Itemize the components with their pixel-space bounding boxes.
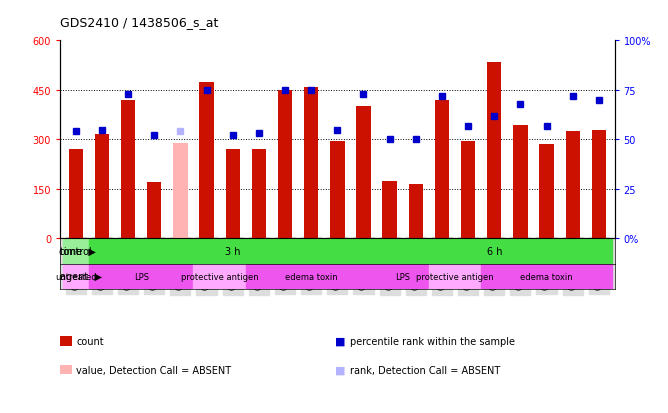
Bar [121, 100, 136, 239]
Text: time  ▶: time ▶ [60, 247, 96, 256]
Bar [429, 264, 481, 289]
Text: rank, Detection Call = ABSENT: rank, Detection Call = ABSENT [350, 365, 500, 375]
Bar [147, 183, 162, 239]
Bar [513, 125, 528, 239]
Bar [435, 100, 449, 239]
Text: count: count [76, 336, 104, 346]
Text: GDS2410 / 1438506_s_at: GDS2410 / 1438506_s_at [60, 16, 218, 29]
Text: protective antigen: protective antigen [416, 272, 494, 281]
Bar [63, 239, 89, 264]
Bar [246, 264, 377, 289]
Text: LPS: LPS [395, 272, 410, 281]
Text: 3 h: 3 h [225, 247, 240, 256]
Bar [377, 239, 612, 264]
Text: 6 h: 6 h [486, 247, 502, 256]
Text: protective antigen: protective antigen [181, 272, 259, 281]
Bar [278, 91, 292, 239]
Bar [252, 150, 266, 239]
Bar [304, 88, 319, 239]
Text: ■: ■ [335, 365, 345, 375]
Bar [194, 264, 246, 289]
Bar [409, 185, 423, 239]
Bar [199, 83, 214, 239]
Text: value, Detection Call = ABSENT: value, Detection Call = ABSENT [76, 365, 231, 375]
Bar [487, 63, 502, 239]
Text: untreated: untreated [55, 272, 97, 281]
Bar [461, 142, 476, 239]
Text: LPS: LPS [134, 272, 149, 281]
Bar [173, 143, 188, 239]
Bar [330, 142, 345, 239]
Text: percentile rank within the sample: percentile rank within the sample [350, 336, 515, 346]
Bar [481, 264, 612, 289]
Text: agent  ▶: agent ▶ [60, 271, 102, 282]
Bar [566, 132, 580, 239]
Bar [63, 264, 89, 289]
Bar [89, 239, 377, 264]
Bar [592, 130, 606, 239]
Text: ■: ■ [335, 336, 345, 346]
Bar [539, 145, 554, 239]
Bar [226, 150, 240, 239]
Text: edema toxin: edema toxin [520, 272, 573, 281]
Text: edema toxin: edema toxin [285, 272, 337, 281]
Text: control: control [59, 247, 93, 256]
Bar [69, 150, 83, 239]
Bar [95, 135, 109, 239]
Bar [383, 181, 397, 239]
Bar [89, 264, 194, 289]
Bar [377, 264, 429, 289]
Bar [356, 107, 371, 239]
